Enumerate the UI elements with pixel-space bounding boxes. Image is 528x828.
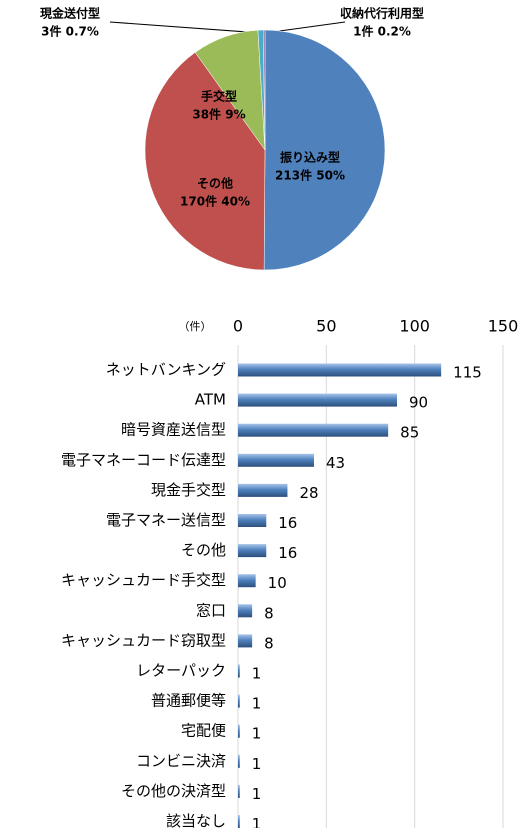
category-label: 普通郵便等	[151, 692, 226, 710]
value-label: 85	[400, 424, 419, 442]
category-label: コンビニ決済	[136, 752, 226, 770]
x-tick-label: 150	[488, 317, 519, 336]
slice-label: 手交型	[201, 89, 237, 104]
value-label: 43	[326, 454, 345, 472]
bar	[238, 453, 314, 467]
value-label: 28	[299, 484, 318, 502]
value-label: 115	[453, 364, 482, 382]
value-label: 16	[278, 514, 297, 532]
axis-unit: （件）	[179, 320, 212, 333]
bar	[238, 574, 256, 588]
category-label: 該当なし	[166, 812, 226, 828]
pie-slice	[144, 52, 266, 271]
x-tick-label: 0	[233, 317, 243, 336]
bar	[238, 664, 240, 678]
slice-value: 213件 50%	[275, 168, 345, 183]
category-label: その他の決済型	[121, 782, 226, 800]
value-label: 1	[252, 815, 262, 828]
slice-value: 3件 0.7%	[41, 24, 99, 39]
value-label: 1	[252, 665, 262, 683]
category-label: レターパック	[136, 662, 226, 680]
category-label: 電子マネーコード伝達型	[61, 451, 226, 469]
x-tick-label: 100	[399, 317, 430, 336]
category-label: その他	[181, 541, 226, 559]
bar	[238, 544, 267, 558]
value-label: 1	[252, 785, 262, 803]
x-tick-label: 50	[316, 317, 336, 336]
category-label: 窓口	[196, 601, 226, 619]
category-label: 現金手交型	[151, 481, 226, 499]
bar	[238, 393, 397, 407]
value-label: 90	[409, 394, 428, 412]
slice-label: 収納代行利用型	[340, 6, 424, 21]
category-label: 宅配便	[181, 722, 226, 740]
slice-label: その他	[197, 176, 233, 191]
category-label: キャッシュカード窃取型	[61, 631, 226, 649]
bar	[238, 423, 389, 437]
category-label: ATM	[195, 391, 226, 409]
bar	[238, 634, 253, 648]
category-label: キャッシュカード手交型	[61, 571, 226, 589]
pie-slice	[263, 29, 386, 271]
value-label: 8	[264, 604, 274, 622]
bar	[238, 514, 267, 527]
category-label: 暗号資産送信型	[121, 421, 226, 439]
slice-label: 現金送付型	[40, 6, 100, 21]
slice-value: 1件 0.2%	[353, 24, 411, 39]
bar	[238, 483, 288, 497]
bar	[238, 604, 253, 618]
value-label: 16	[278, 544, 297, 562]
value-label: 1	[252, 725, 262, 743]
bar	[238, 815, 240, 828]
bar	[238, 363, 442, 377]
bar	[238, 784, 240, 798]
slice-value: 38件 9%	[192, 107, 245, 122]
pie-slice	[262, 29, 266, 151]
category-label: ネットバンキング	[106, 361, 226, 379]
value-label: 1	[252, 755, 262, 773]
category-label: 電子マネー送信型	[106, 511, 226, 529]
value-label: 8	[264, 634, 274, 652]
slice-label: 振り込み型	[280, 150, 340, 165]
bar	[238, 754, 240, 768]
bar	[238, 694, 240, 708]
slice-value: 170件 40%	[180, 194, 250, 209]
leader-line	[109, 21, 262, 34]
value-label: 1	[252, 695, 262, 713]
bar	[238, 724, 240, 738]
value-label: 10	[268, 574, 287, 592]
